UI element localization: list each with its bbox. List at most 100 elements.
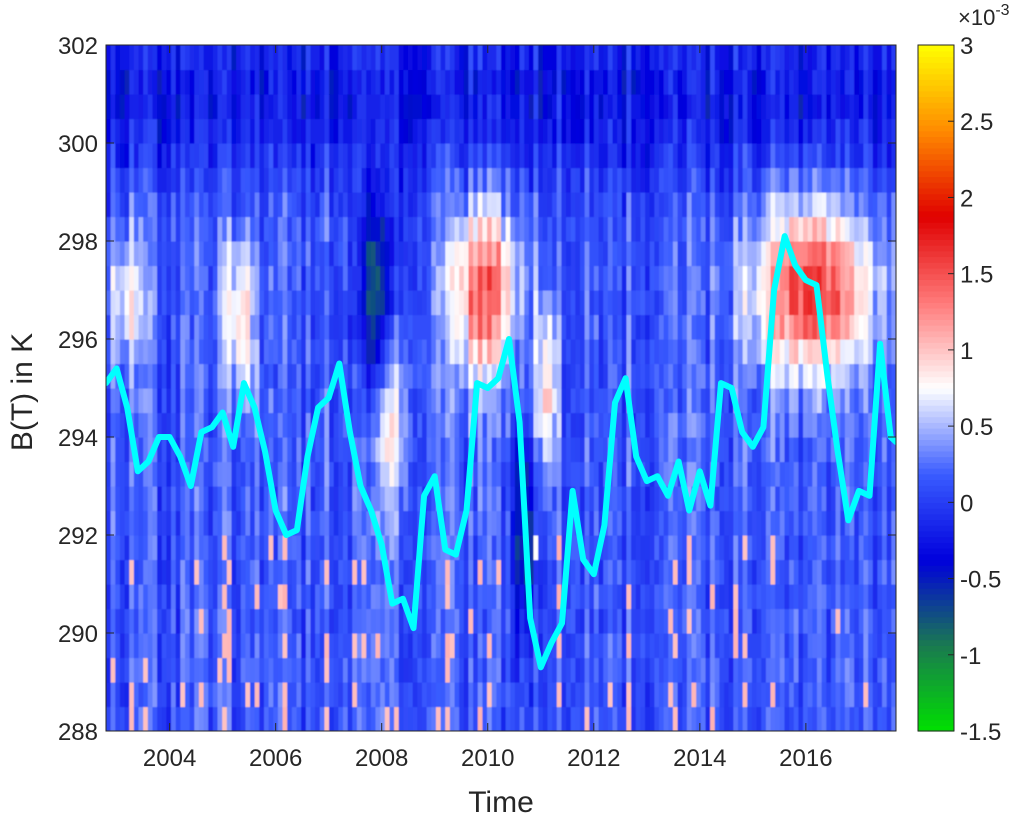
heatmap-cell: [617, 192, 623, 218]
heatmap-cell: [459, 682, 465, 708]
heatmap-cell: [501, 363, 507, 389]
heatmap-cell: [501, 657, 507, 683]
heatmap-cell: [542, 388, 549, 414]
heatmap-cell: [287, 143, 293, 169]
heatmap-cell: [356, 290, 363, 316]
heatmap-cell: [505, 412, 511, 438]
heatmap-cell: [635, 216, 642, 242]
heatmap-cell: [352, 241, 358, 267]
heatmap-cell: [584, 437, 590, 463]
heatmap-cell: [431, 706, 437, 731]
heatmap-cell: [528, 706, 535, 731]
heatmap-cell: [268, 559, 274, 585]
heatmap-cell: [826, 216, 832, 242]
heatmap-cell: [793, 339, 800, 365]
heatmap-cell: [445, 559, 451, 585]
heatmap-cell: [370, 412, 377, 438]
heatmap-cell: [877, 608, 883, 634]
heatmap-cell: [533, 45, 539, 71]
heatmap-cell: [198, 118, 205, 144]
heatmap-cell: [384, 167, 391, 193]
heatmap-cell: [784, 241, 790, 267]
heatmap-cell: [733, 216, 739, 242]
heatmap-cell: [310, 290, 316, 316]
heatmap-cell: [552, 535, 558, 561]
heatmap-cell: [835, 535, 841, 561]
heatmap-cell: [412, 192, 418, 218]
heatmap-cell: [370, 584, 377, 610]
heatmap-cell: [682, 706, 688, 731]
heatmap-cell: [217, 510, 223, 536]
heatmap-cell: [189, 94, 195, 120]
heatmap-cell: [631, 535, 637, 561]
heatmap-cell: [724, 388, 730, 414]
heatmap-cell: [487, 290, 493, 316]
heatmap-cell: [849, 682, 855, 708]
heatmap-cell: [106, 192, 112, 218]
heatmap-cell: [157, 118, 163, 144]
heatmap-cell: [166, 118, 172, 144]
heatmap-cell: [840, 682, 846, 708]
heatmap-cell: [561, 241, 567, 267]
colorbar-segment: [918, 468, 954, 475]
heatmap-cell: [422, 608, 428, 634]
heatmap-cell: [171, 143, 177, 169]
heatmap-cell: [287, 608, 293, 634]
heatmap-cell: [203, 535, 209, 561]
heatmap-cell: [268, 584, 274, 610]
heatmap-cell: [106, 461, 112, 487]
heatmap-cell: [612, 216, 618, 242]
heatmap-cell: [343, 118, 349, 144]
heatmap-cell: [115, 535, 121, 561]
heatmap-cell: [654, 192, 660, 218]
heatmap-cell: [222, 486, 228, 512]
heatmap-cell: [412, 657, 418, 683]
heatmap-cell: [872, 216, 879, 242]
heatmap-cell: [435, 143, 442, 169]
heatmap-cell: [789, 412, 795, 438]
heatmap-cell: [677, 265, 683, 291]
heatmap-cell: [835, 167, 841, 193]
heatmap-cell: [459, 69, 465, 95]
heatmap-cell: [751, 363, 758, 389]
heatmap-cell: [519, 314, 525, 340]
heatmap-cell: [803, 584, 809, 610]
heatmap-cell: [338, 69, 344, 95]
heatmap-cell: [180, 290, 186, 316]
heatmap-cell: [538, 45, 544, 71]
heatmap-cell: [161, 339, 168, 365]
heatmap-cell: [593, 608, 600, 634]
heatmap-cell: [556, 461, 563, 487]
heatmap-cell: [305, 339, 312, 365]
heatmap-cell: [212, 657, 219, 683]
heatmap-cell: [236, 167, 242, 193]
heatmap-cell: [714, 69, 721, 95]
heatmap-cell: [203, 314, 209, 340]
heatmap-cell: [807, 265, 813, 291]
heatmap-cell: [236, 314, 242, 340]
heatmap-cell: [198, 363, 205, 389]
heatmap-cell: [435, 94, 442, 120]
heatmap-cell: [161, 388, 168, 414]
heatmap-cell: [798, 290, 804, 316]
heatmap-cell: [375, 461, 381, 487]
heatmap-cell: [621, 69, 628, 95]
heatmap-cell: [677, 412, 683, 438]
heatmap-cell: [226, 682, 233, 708]
heatmap-cell: [431, 559, 437, 585]
heatmap-cell: [742, 290, 748, 316]
heatmap-cell: [840, 94, 846, 120]
heatmap-cell: [700, 314, 707, 340]
heatmap-cell: [491, 45, 497, 71]
heatmap-cell: [789, 118, 795, 144]
heatmap-cell: [700, 143, 707, 169]
heatmap-cell: [310, 608, 316, 634]
heatmap-cell: [849, 363, 855, 389]
heatmap-cell: [654, 339, 660, 365]
heatmap-cell: [287, 486, 293, 512]
heatmap-cell: [422, 143, 428, 169]
heatmap-cell: [152, 241, 158, 267]
heatmap-cell: [394, 45, 400, 71]
heatmap-cell: [431, 143, 437, 169]
heatmap-cell: [761, 69, 767, 95]
